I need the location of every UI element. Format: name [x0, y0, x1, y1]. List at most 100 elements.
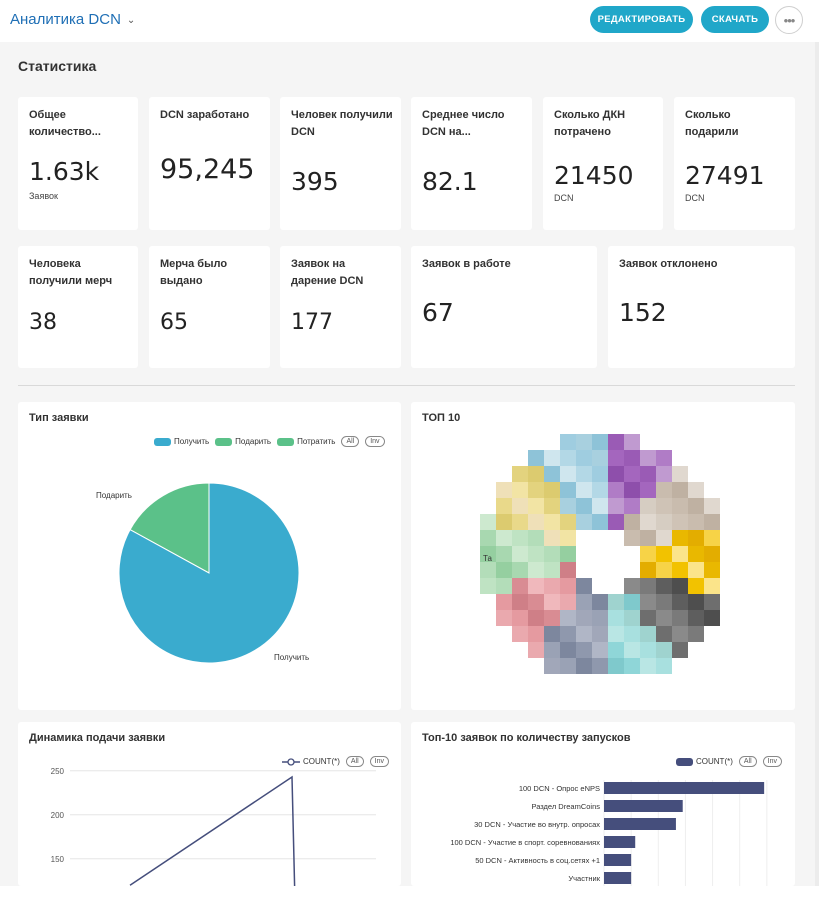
stat-card-dcn-earned: DCN заработано 95,245: [149, 97, 270, 230]
sunburst-cell: [496, 514, 512, 530]
legend-item-count[interactable]: COUNT(*): [282, 757, 340, 767]
scrollbar-track[interactable]: [815, 42, 819, 886]
sunburst-cell: [640, 498, 656, 514]
chart-title: ТОП 10: [422, 412, 461, 424]
sunburst-cell: [544, 466, 560, 482]
bar[interactable]: [604, 854, 632, 866]
bar[interactable]: [604, 818, 676, 830]
sunburst-cell: [560, 514, 576, 530]
sunburst-cell: [640, 578, 656, 594]
sunburst-cell: [512, 466, 528, 482]
chart-panel-top10: ТОП 10 Та: [411, 402, 795, 710]
legend-all-toggle[interactable]: All: [345, 756, 364, 767]
sunburst-cell: [656, 498, 672, 514]
sunburst-cell: [704, 514, 720, 530]
bar[interactable]: [604, 872, 632, 884]
sunburst-cell: [528, 578, 544, 594]
legend-invert-toggle[interactable]: Inv: [762, 756, 783, 767]
sunburst-cell: [624, 578, 640, 594]
sunburst-cell: [528, 626, 544, 642]
chart-title: Топ-10 заявок по количеству запусков: [422, 732, 631, 744]
top10-sunburst-chart: Та: [480, 434, 720, 674]
sunburst-cell: [688, 610, 704, 626]
sunburst-cell: [512, 482, 528, 498]
legend-item-get[interactable]: Получить: [154, 437, 209, 446]
pie-slice-1[interactable]: [129, 482, 210, 574]
stat-label: Заявок отклонено: [619, 258, 718, 270]
bar[interactable]: [604, 836, 636, 848]
legend-item-give[interactable]: Подарить: [215, 437, 271, 446]
sunburst-cell: [704, 594, 720, 610]
legend-item-spend[interactable]: Потратить: [277, 437, 335, 446]
sunburst-cell: [592, 642, 608, 658]
sunburst-cell: [544, 450, 560, 466]
legend-invert-toggle[interactable]: Inv: [369, 756, 390, 767]
stat-value: 95,245: [160, 154, 255, 185]
stat-value: 152: [619, 298, 667, 327]
bar[interactable]: [604, 800, 683, 812]
bar-category-label: Раздел DreamCoins: [531, 802, 600, 811]
sunburst-cell: [640, 466, 656, 482]
legend-all-toggle[interactable]: All: [341, 436, 360, 447]
sunburst-cell: [704, 562, 720, 578]
sunburst-cell: [624, 434, 640, 450]
download-button[interactable]: СКАЧАТЬ: [701, 6, 769, 33]
sunburst-cell: [512, 562, 528, 578]
line-series-count[interactable]: [129, 775, 296, 886]
sunburst-cell: [544, 578, 560, 594]
legend-swatch: [277, 437, 295, 446]
sunburst-cell: [656, 626, 672, 642]
sunburst-cell: [560, 562, 576, 578]
sunburst-cell: [688, 530, 704, 546]
legend-all-toggle[interactable]: All: [738, 756, 757, 767]
stat-card-rejected: Заявок отклонено 152: [608, 246, 795, 368]
stat-value: 395: [291, 167, 339, 196]
y-tick-label: 200: [51, 811, 65, 820]
more-options-icon[interactable]: •••: [775, 6, 803, 34]
stat-card-avg-dcn: Среднее число DCN на... 82.1: [411, 97, 532, 230]
sunburst-cell: [608, 434, 624, 450]
sunburst-cell: [704, 530, 720, 546]
sunburst-cell: [656, 642, 672, 658]
sunburst-cell: [512, 578, 528, 594]
sunburst-cell: [640, 546, 656, 562]
y-tick-label: 150: [51, 855, 65, 864]
chevron-down-icon[interactable]: ⌄: [126, 15, 136, 26]
sunburst-cell: [656, 466, 672, 482]
sunburst-cell: [560, 434, 576, 450]
dashboard-title[interactable]: Аналитика DCN ⌄: [10, 11, 135, 28]
legend-item-count[interactable]: COUNT(*): [676, 757, 733, 766]
sunburst-cell: [704, 546, 720, 562]
edit-dashboard-button[interactable]: РЕДАКТИРОВАТЬ: [590, 6, 693, 33]
chart-panel-request-dynamics: Динамика подачи заявки COUNT(*) All Inv …: [18, 722, 401, 886]
chart-title: Динамика подачи заявки: [29, 732, 166, 744]
sunburst-cell: [544, 610, 560, 626]
sunburst-cell: [512, 498, 528, 514]
chart-legend: COUNT(*) All Inv: [676, 756, 783, 767]
legend-invert-toggle[interactable]: Inv: [365, 436, 385, 447]
pie-slice-0[interactable]: [118, 482, 300, 664]
stat-value: 177: [291, 310, 333, 335]
sunburst-cell: [480, 562, 496, 578]
bar-category-label: 30 DCN - Участие во внутр. опросах: [474, 820, 600, 829]
legend-swatch: [154, 437, 171, 446]
bar[interactable]: [604, 782, 765, 794]
sunburst-cell: [608, 466, 624, 482]
sunburst-cell: [576, 594, 592, 610]
sunburst-cell: [672, 546, 688, 562]
sunburst-cell: [576, 642, 592, 658]
sunburst-cell: [608, 498, 624, 514]
chart-legend: Получить Подарить Потратить All Inv: [154, 436, 385, 447]
sunburst-cell: [672, 626, 688, 642]
sunburst-cell: [640, 610, 656, 626]
sunburst-cell: [672, 466, 688, 482]
sunburst-cell: [528, 530, 544, 546]
sunburst-cell: [560, 482, 576, 498]
sunburst-cell: [544, 658, 560, 674]
sunburst-cell: [576, 482, 592, 498]
legend-label: COUNT(*): [696, 757, 733, 766]
sunburst-cell: [672, 562, 688, 578]
stat-subheader: DCN: [685, 193, 705, 203]
stat-subheader: Заявок: [29, 191, 58, 201]
sunburst-cell: [544, 626, 560, 642]
